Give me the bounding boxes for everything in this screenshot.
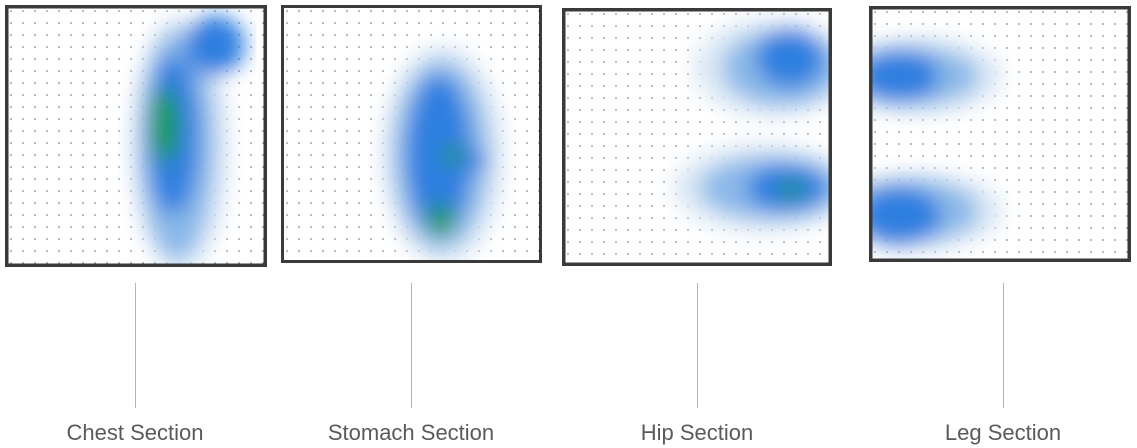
leg-connector-line	[1003, 283, 1004, 408]
stomach-section-label: Stomach Section	[327, 420, 495, 445]
hip-section-label: Hip Section	[640, 420, 754, 445]
leg-heatmap	[869, 6, 1131, 262]
hip-connector-line	[697, 283, 698, 408]
leg-pressure-region	[869, 36, 1004, 251]
leg-section-label: Leg Section	[944, 420, 1062, 445]
chest-connector-line	[135, 283, 136, 408]
chest-heatmap-panel	[5, 5, 267, 267]
hip-heatmap-panel	[562, 8, 832, 266]
hip-pressure-region	[672, 18, 832, 233]
chest-pressure-region	[130, 15, 245, 267]
stomach-connector-line	[411, 283, 412, 408]
chest-section-label: Chest Section	[66, 420, 204, 445]
hip-heatmap	[562, 8, 832, 266]
chest-heatmap	[5, 5, 267, 267]
stomach-heatmap-panel	[281, 5, 542, 263]
stomach-pressure-region	[381, 45, 505, 263]
leg-heatmap-panel	[869, 6, 1131, 262]
stomach-heatmap	[281, 5, 542, 263]
